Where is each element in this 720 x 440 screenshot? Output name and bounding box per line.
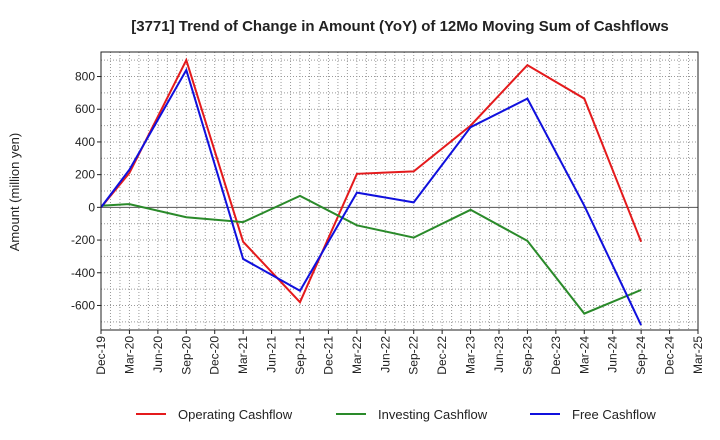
plot-frame xyxy=(100,51,699,331)
x-tick-label: Dec-20 xyxy=(208,336,222,375)
y-tick-label: 400 xyxy=(75,135,95,149)
x-tick-label: Jun-23 xyxy=(492,336,506,373)
x-tick-label: Mar-24 xyxy=(577,336,591,374)
legend: Operating Cashflow Investing Cashflow Free… xyxy=(136,407,656,422)
x-ticks: Dec-19 Mar-20 Jun-20 Sep-20 Dec-20 Mar-21 Jun-… xyxy=(94,330,705,375)
grid-lines xyxy=(101,52,698,330)
series-line-investing-cashflow xyxy=(100,194,642,315)
x-tick-label: Mar-22 xyxy=(350,336,364,374)
x-tick-label: Dec-22 xyxy=(435,336,449,375)
y-tick-label: 600 xyxy=(75,102,95,116)
y-tick-label: 0 xyxy=(88,200,95,214)
x-tick-label: Dec-19 xyxy=(94,336,108,375)
y-tick-label: 800 xyxy=(75,70,95,84)
x-tick-label: Jun-22 xyxy=(378,336,392,373)
x-tick-label: Dec-21 xyxy=(321,336,335,375)
y-ticks: -600 -400 -200 0 200 400 600 800 xyxy=(71,70,101,312)
x-tick-label: Dec-24 xyxy=(663,336,677,375)
x-tick-label: Mar-25 xyxy=(691,336,705,374)
x-tick-label: Jun-21 xyxy=(265,336,279,373)
x-tick-label: Sep-23 xyxy=(520,336,534,375)
legend-label: Investing Cashflow xyxy=(378,407,488,422)
x-tick-label: Mar-21 xyxy=(236,336,250,374)
x-tick-label: Sep-20 xyxy=(179,336,193,375)
legend-label: Free Cashflow xyxy=(572,407,656,422)
x-tick-label: Dec-23 xyxy=(549,336,563,375)
x-tick-label: Jun-20 xyxy=(151,336,165,373)
y-axis-label: Amount (million yen) xyxy=(7,133,22,252)
x-tick-label: Jun-24 xyxy=(606,336,620,373)
y-tick-label: 200 xyxy=(75,168,95,182)
x-tick-label: Sep-21 xyxy=(293,336,307,375)
x-tick-label: Mar-23 xyxy=(464,336,478,374)
y-tick-label: -600 xyxy=(71,298,95,312)
x-tick-label: Mar-20 xyxy=(122,336,136,374)
series-line-free-cashflow xyxy=(100,67,643,326)
y-tick-label: -400 xyxy=(71,266,95,280)
x-tick-label: Sep-22 xyxy=(407,336,421,375)
y-tick-label: -200 xyxy=(71,233,95,247)
chart-title: [3771] Trend of Change in Amount (YoY) o… xyxy=(131,18,669,35)
series-line-operating-cashflow xyxy=(100,57,643,304)
series-lines xyxy=(100,57,643,326)
x-tick-label: Sep-24 xyxy=(634,336,648,375)
legend-label: Operating Cashflow xyxy=(178,407,293,422)
